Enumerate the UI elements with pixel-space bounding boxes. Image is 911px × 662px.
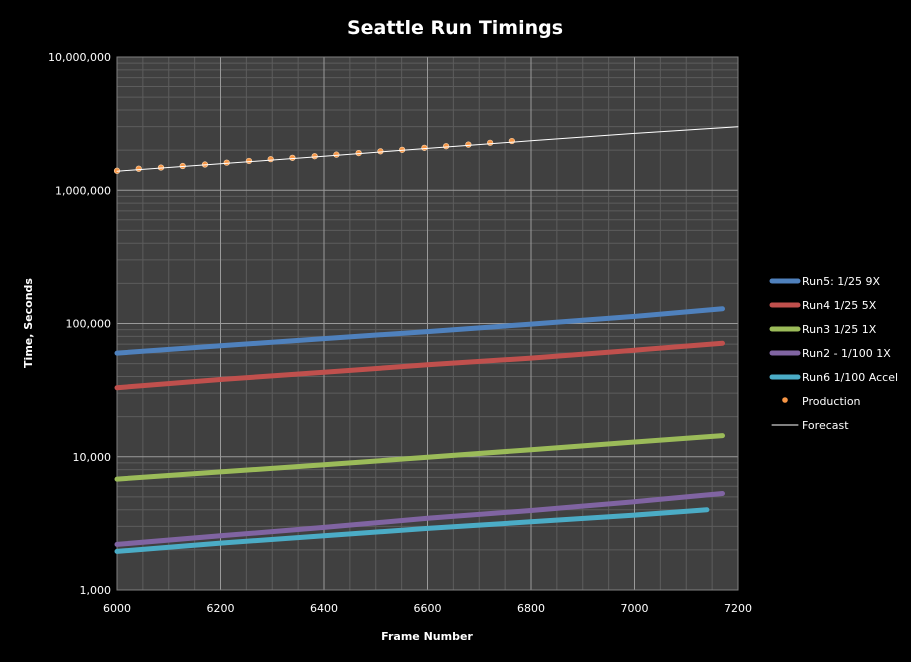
y-axis-title: Time, Seconds xyxy=(22,278,35,368)
legend-label: Run5: 1/25 9X xyxy=(802,275,880,288)
data-point-production xyxy=(508,137,515,145)
x-tick-label: 6800 xyxy=(517,602,545,615)
data-point-production xyxy=(421,144,428,151)
y-tick-label: 100,000 xyxy=(66,318,112,331)
x-axis-title: Frame Number xyxy=(381,630,473,643)
legend-label: Production xyxy=(802,395,861,408)
legend-label: Run2 - 1/100 1X xyxy=(802,347,891,360)
data-point-production xyxy=(311,153,318,160)
y-tick-label: 10,000 xyxy=(73,451,112,464)
chart-title: Seattle Run Timings xyxy=(347,17,563,39)
data-point-production xyxy=(223,159,230,166)
data-point-production xyxy=(443,143,450,150)
series-line-run3-1-25-1x xyxy=(114,433,725,482)
x-tick-label: 6400 xyxy=(310,602,338,615)
data-point-production xyxy=(135,165,142,172)
data-point-production xyxy=(289,154,296,161)
tick-layer: 10,000,000 1,000,000 100,000 10,000 1,000 600… xyxy=(48,51,752,615)
y-tick-label: 1,000,000 xyxy=(55,184,111,197)
series-layer xyxy=(113,126,739,554)
legend-label: Run6 1/100 Accel xyxy=(802,371,898,384)
data-point-production xyxy=(245,157,253,165)
plot-border xyxy=(116,56,739,591)
legend-marker-production xyxy=(782,397,788,403)
series-line-run4-1-25-5x xyxy=(114,340,725,391)
data-point-production xyxy=(267,156,274,163)
series-line-forecast xyxy=(116,126,739,172)
legend-label: Run3 1/25 1X xyxy=(802,323,877,336)
series-line-run6-1-100-accel xyxy=(114,507,710,554)
x-tick-label: 7000 xyxy=(621,602,649,615)
legend-label: Run4 1/25 5X xyxy=(802,299,877,312)
y-tick-label: 1,000 xyxy=(80,584,112,597)
series-line-run5-1-25-9x xyxy=(114,306,725,356)
data-point-production xyxy=(465,141,472,148)
x-tick-label: 6200 xyxy=(207,602,235,615)
series-line-run2-1-100-1x xyxy=(114,491,725,547)
x-tick-label: 6600 xyxy=(414,602,442,615)
data-point-production xyxy=(487,139,494,146)
grid-layer xyxy=(116,56,739,591)
legend: Run5: 1/25 9X Run4 1/25 5X Run3 1/25 1X Run… xyxy=(769,275,898,432)
x-tick-label: 6000 xyxy=(103,602,131,615)
x-tick-label: 7200 xyxy=(724,602,752,615)
legend-label: Forecast xyxy=(802,419,849,432)
y-tick-label: 10,000,000 xyxy=(48,51,111,64)
